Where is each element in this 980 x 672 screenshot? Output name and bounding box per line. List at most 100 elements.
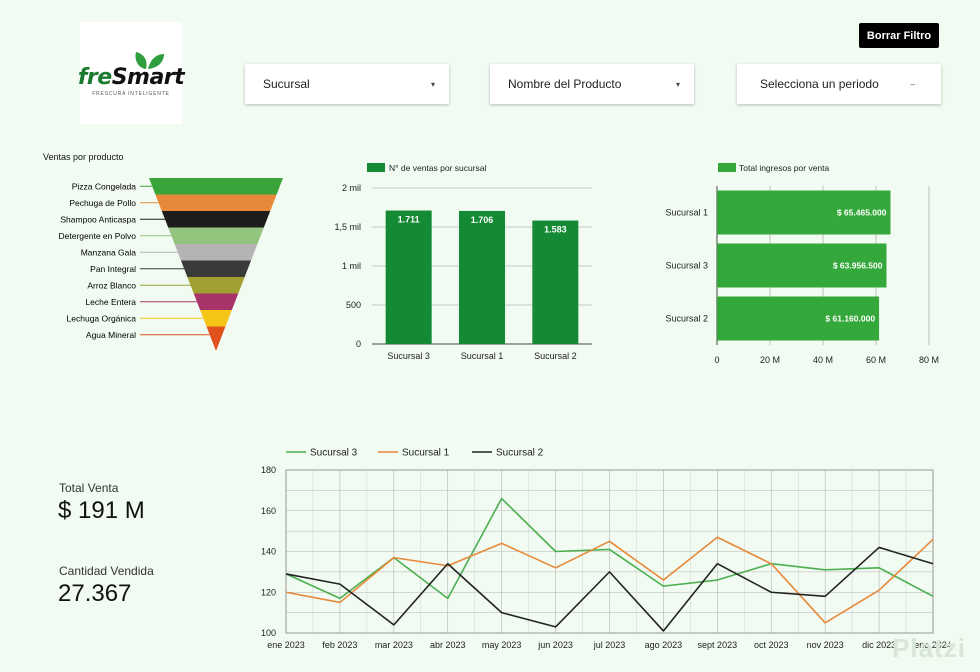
funnel-segment (187, 277, 245, 294)
bar-data-label: 1.706 (471, 215, 494, 225)
bar-data-label: $ 63.956.500 (833, 261, 883, 271)
logo: freSmart FRESCURA INTELIGENTE (77, 22, 185, 124)
x-tick-label: 60 M (866, 355, 886, 365)
x-tick-label: mar 2023 (375, 640, 413, 650)
x-tick-label: ene 2024 (914, 640, 950, 650)
legend-swatch (718, 163, 736, 172)
hbar-legend-label: Total ingresos por venta (739, 163, 830, 173)
bar-data-label: $ 61.160.000 (825, 314, 875, 324)
x-tick-label: Sucursal 2 (534, 351, 577, 361)
funnel-segment (149, 178, 283, 195)
plot-frame (285, 469, 934, 634)
bar (532, 220, 579, 344)
producto-filter-label: Nombre del Producto (508, 77, 622, 91)
funnel-chart: Pizza Congelada Pechuga de Pollo Shampoo A… (59, 178, 283, 350)
funnel-label: Pan Integral (90, 264, 136, 274)
series-line (285, 546, 934, 632)
x-tick-label: feb 2023 (322, 640, 357, 650)
funnel-label: Detergente en Polvo (59, 231, 137, 241)
bar-data-label: 1.583 (544, 225, 567, 235)
y-tick-label: 2 mil (342, 183, 361, 193)
y-tick-label: 100 (261, 628, 276, 638)
funnel-label: Lechuga Orgánica (67, 313, 137, 323)
x-tick-label: oct 2023 (754, 640, 789, 650)
funnel-segment (180, 260, 252, 277)
funnel-segment (200, 310, 232, 327)
quantity-sold-value: 27.367 (58, 580, 132, 607)
sucursal-filter[interactable]: Sucursal ▾ (245, 64, 449, 104)
y-tick-label: 180 (261, 465, 276, 475)
bar-data-label: $ 65.465.000 (837, 208, 887, 218)
logo-tagline: FRESCURA INTELIGENTE (92, 90, 170, 97)
logo-wordmark: freSmart (77, 64, 185, 90)
bar-data-label: 1.711 (398, 215, 420, 225)
funnel-title: Ventas por producto (43, 152, 124, 162)
line-legend-label: Sucursal 3 (310, 448, 358, 459)
funnel-label: Leche Entera (85, 297, 136, 307)
monthly-line-chart: Sucursal 3 Sucursal 1 Sucursal 2 100 120 140 1… (261, 448, 950, 651)
line-legend-label: Sucursal 2 (496, 448, 544, 459)
funnel-label: Arroz Blanco (87, 280, 136, 290)
y-tick-label: 0 (356, 339, 361, 349)
x-tick-label: 0 (714, 355, 719, 365)
funnel-label: Pechuga de Pollo (69, 198, 136, 208)
clear-filter-button[interactable]: Borrar Filtro (859, 23, 939, 48)
sucursal-filter-label: Sucursal (263, 77, 310, 91)
funnel-segment (155, 194, 277, 211)
funnel-segment (206, 326, 226, 350)
y-tick-label: Sucursal 2 (665, 314, 708, 324)
funnel-segment (168, 227, 264, 244)
x-tick-label: nov 2023 (807, 640, 844, 650)
x-tick-label: sept 2023 (698, 640, 738, 650)
x-tick-label: ene 2023 (267, 640, 305, 650)
bar-legend-label: N° de ventas por sucursal (389, 163, 487, 173)
x-tick-label: abr 2023 (430, 640, 466, 650)
dash-icon: – (910, 79, 915, 89)
legend-swatch (367, 163, 385, 172)
chevron-down-icon: ▾ (675, 79, 680, 89)
y-tick-label: 160 (261, 506, 276, 516)
funnel-label: Shampoo Anticaspa (60, 214, 136, 224)
x-tick-label: Sucursal 1 (461, 351, 504, 361)
line-legend-label: Sucursal 1 (402, 448, 450, 459)
y-tick-label: 500 (346, 300, 361, 310)
y-tick-label: 140 (261, 547, 276, 557)
y-tick-label: Sucursal 3 (665, 261, 708, 271)
total-sales-value: $ 191 M (58, 497, 145, 524)
bar (717, 243, 887, 288)
x-tick-label: may 2023 (482, 640, 522, 650)
funnel-segment (161, 211, 271, 228)
funnel-segment (193, 293, 239, 310)
x-tick-label: 20 M (760, 355, 780, 365)
platzi-watermark: Platzi (892, 633, 966, 663)
x-tick-label: jul 2023 (593, 640, 626, 650)
periodo-filter-label: Selecciona un periodo (760, 77, 879, 91)
series-line (285, 536, 934, 624)
y-tick-label: 1,5 mil (334, 222, 361, 232)
periodo-filter[interactable]: Selecciona un periodo – (737, 64, 941, 104)
producto-filter[interactable]: Nombre del Producto ▾ (490, 64, 694, 104)
x-tick-label: 80 M (919, 355, 939, 365)
bar (717, 296, 880, 341)
x-tick-label: jun 2023 (537, 640, 573, 650)
total-sales-label: Total Venta (59, 481, 119, 495)
y-tick-label: 1 mil (342, 261, 361, 271)
funnel-label: Pizza Congelada (72, 181, 137, 191)
x-tick-label: Sucursal 3 (387, 351, 430, 361)
y-tick-label: Sucursal 1 (665, 208, 708, 218)
bar (459, 210, 505, 344)
funnel-segment (174, 244, 258, 261)
funnel-label: Agua Mineral (86, 330, 136, 340)
quantity-sold-label: Cantidad Vendida (59, 564, 154, 578)
bar (385, 210, 432, 344)
revenue-bar-chart: Total ingresos por venta 0 20 M 40 M 60 M 80 … (665, 163, 939, 365)
chevron-down-icon: ▾ (430, 79, 435, 89)
funnel-label: Manzana Gala (81, 247, 137, 257)
sales-count-bar-chart: N° de ventas por sucursal 0 500 1 mil 1,5 mi… (334, 163, 592, 361)
leaf-icon (135, 51, 164, 69)
x-tick-label: dic 2023 (862, 640, 896, 650)
x-tick-label: 40 M (813, 355, 833, 365)
y-tick-label: 120 (261, 587, 276, 597)
bar (717, 190, 891, 235)
x-tick-label: ago 2023 (645, 640, 683, 650)
